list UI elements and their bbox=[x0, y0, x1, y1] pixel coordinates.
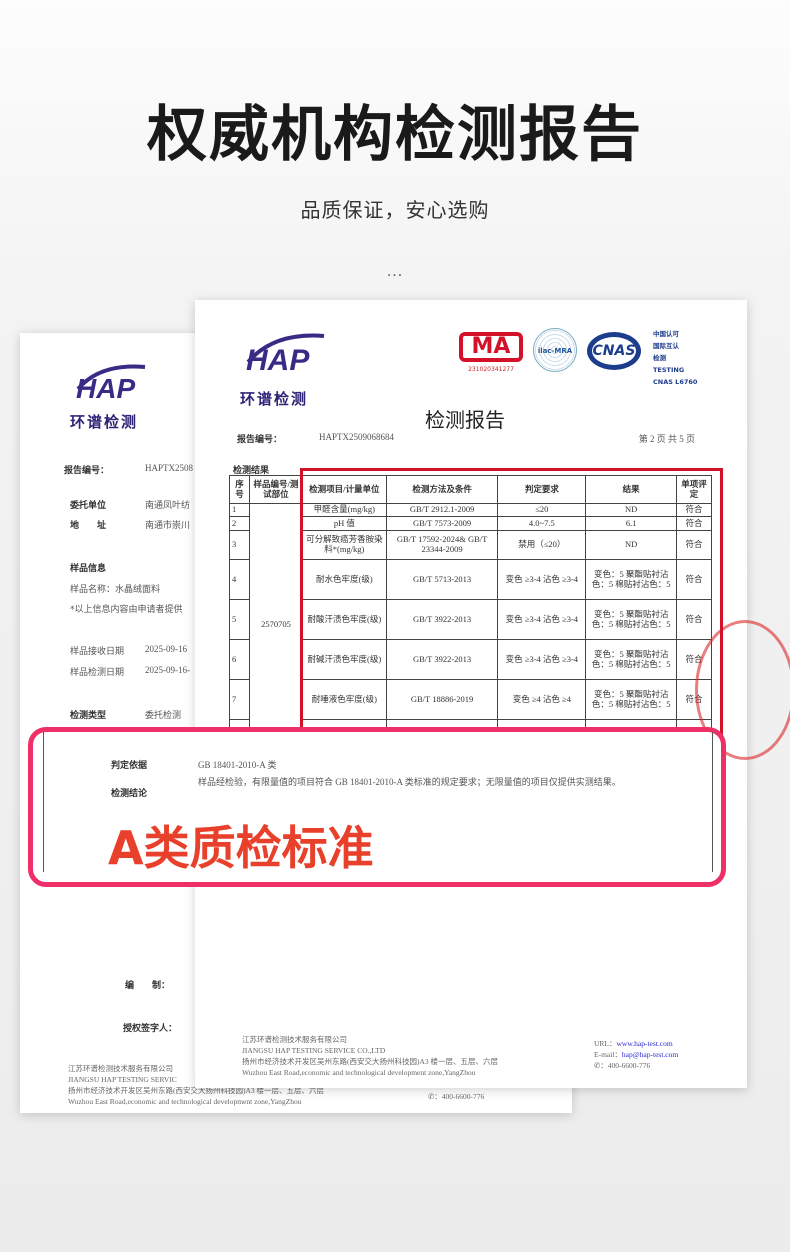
cell-verdict: 符合 bbox=[676, 530, 712, 560]
field-label: 报告编号： bbox=[64, 466, 110, 476]
signer-label: 授权签字人： bbox=[123, 1024, 178, 1034]
table-row: 6 耐碱汗渍色牢度(级) GB/T 3922-2013 变色 ≥3-4 沾色 ≥3-4… bbox=[229, 639, 712, 680]
section-title: 检测结果 bbox=[233, 466, 270, 476]
cell-no: 2 bbox=[229, 516, 250, 531]
cell-no: 1 bbox=[229, 503, 250, 517]
logo-swoosh-icon bbox=[246, 333, 325, 364]
table-header-row: 序号 样品编号/测试部位 检测项目/计量单位 检测方法及条件 判定要求 结果 单项评定 bbox=[229, 475, 712, 504]
table-row: 4 耐水色牢度(级) GB/T 5713-2013 变色 ≥3-4 沾色 ≥3-4 变色… bbox=[229, 559, 712, 600]
cell-verdict: 符合 bbox=[676, 559, 712, 600]
field-value: 委托检测 bbox=[145, 710, 182, 720]
cell-req: 变色 ≥3-4 沾色 ≥3-4 bbox=[497, 559, 587, 600]
cell-result: 变色：5 聚酯贴衬沾色：5 棉贴衬沾色：5 bbox=[585, 679, 678, 720]
cell-no: 4 bbox=[229, 559, 250, 600]
report-no: HAPTX2509068684 bbox=[319, 432, 395, 442]
cell-no: 3 bbox=[229, 530, 250, 560]
cnas-text: 中国认可 国际互认 检测 TESTING CNAS L6760 bbox=[653, 330, 698, 386]
field-value: 南通市崇川 bbox=[145, 520, 191, 530]
red-seal-stamp bbox=[695, 620, 790, 760]
field-label: *以上信息内容由申请者提供 bbox=[70, 605, 183, 615]
cell-item: 耐水色牢度(级) bbox=[301, 559, 387, 600]
ilac-mra-logo: ilac-MRA bbox=[533, 328, 577, 372]
cnas-logo: CNAS bbox=[587, 332, 641, 370]
table-row: 5 耐酸汗渍色牢度(级) GB/T 3922-2013 变色 ≥3-4 沾色 ≥3-4… bbox=[229, 599, 712, 640]
cma-logo: MA bbox=[459, 332, 523, 362]
cma-number: 231020341277 bbox=[468, 366, 514, 373]
column-header: 检测项目/计量单位 bbox=[301, 475, 387, 504]
field-value: 南通凤叶纺 bbox=[145, 500, 191, 510]
column-header: 序号 bbox=[229, 475, 250, 504]
column-header: 样品编号/测试部位 bbox=[248, 475, 303, 504]
field-value: HAPTX2508 bbox=[145, 463, 194, 473]
field-value: 2025-09-16 bbox=[145, 644, 187, 654]
front-report-page: HAP 环谱检测 MA 231020341277 ilac-MRA CNAS 中… bbox=[123, 300, 790, 1088]
page-subtitle: 品质保证，安心选购 bbox=[300, 198, 490, 222]
cell-item: 可分解致癌芳香胺染料*(mg/kg) bbox=[301, 530, 387, 560]
cell-item: 耐唾液色牢度(级) bbox=[301, 679, 387, 720]
cell-item: 耐碱汗渍色牢度(级) bbox=[301, 639, 387, 680]
basis-value: GB 18401-2010-A 类 bbox=[198, 760, 277, 770]
field-label: 委托单位 bbox=[70, 501, 107, 511]
back-footer: 江苏环谱检测技术服务有限公司 JIANGSU HAP TESTING SERVI… bbox=[68, 1064, 325, 1106]
editor-label: 编 制： bbox=[125, 981, 171, 991]
cell-result: 变色：5 聚酯贴衬沾色：5 棉贴衬沾色：5 bbox=[585, 599, 678, 640]
field-label: 样品信息 bbox=[70, 564, 107, 574]
cell-method: GB/T 18886-2019 bbox=[385, 679, 499, 720]
cell-result: 变色：5 聚酯贴衬沾色：5 棉贴衬沾色：5 bbox=[585, 639, 678, 680]
page-title: 权威机构检测报告 bbox=[147, 100, 643, 170]
back-tel: ✆：400-6600-776 bbox=[428, 1092, 485, 1101]
phone-icon: ✆ bbox=[594, 1061, 601, 1070]
dots-divider: ... bbox=[386, 264, 404, 280]
cell-method: GB/T 3922-2013 bbox=[385, 599, 499, 640]
report-no-label: 报告编号： bbox=[237, 435, 283, 445]
contact-info: URL：www.hap-test.com E-mail：hap@hap-test… bbox=[594, 1039, 679, 1070]
website-link[interactable]: www.hap-test.com bbox=[616, 1039, 673, 1048]
doc-edge bbox=[43, 732, 713, 872]
cell-no: 5 bbox=[229, 599, 250, 640]
basis-label: 判定依据 bbox=[111, 761, 148, 771]
logo-swoosh-icon bbox=[76, 364, 146, 391]
cell-no: 6 bbox=[229, 639, 250, 680]
conclusion-text: 样品经检验，有限量值的项目符合 GB 18401-2010-A 类标准的规定要求… bbox=[198, 777, 621, 787]
document-title: 检测报告 bbox=[425, 408, 505, 432]
field-label: 样品接收日期 bbox=[70, 647, 125, 657]
a-class-standard-label: A类质检标准 bbox=[108, 821, 374, 875]
table-row: 1 2570705 甲醛含量(mg/kg) GB/T 2912.1-2009 ≤20 ND… bbox=[229, 503, 712, 746]
email-link[interactable]: hap@hap-test.com bbox=[621, 1050, 679, 1059]
cell-req: 变色 ≥4 沾色 ≥4 bbox=[497, 679, 587, 720]
cell-method: GB/T 3922-2013 bbox=[385, 639, 499, 680]
field-label: 检测类型 bbox=[70, 711, 107, 721]
sample-no-cell: 2570705 bbox=[248, 503, 303, 746]
cell-req: 禁用（≤20） bbox=[497, 530, 587, 560]
field-label: 样品检测日期 bbox=[70, 668, 125, 678]
page-info: 第 2 页 共 5 页 bbox=[638, 434, 695, 444]
field-label: 样品名称：水晶绒面料 bbox=[70, 585, 161, 595]
cell-item: 耐酸汗渍色牢度(级) bbox=[301, 599, 387, 640]
field-value: 2025-09-16- bbox=[145, 665, 190, 675]
field-label: 地 址 bbox=[70, 521, 107, 531]
table-highlight-box bbox=[300, 468, 723, 746]
front-footer: 江苏环谱检测技术服务有限公司 JIANGSU HAP TESTING SERVI… bbox=[242, 1035, 499, 1077]
conclusion-label: 检测结论 bbox=[111, 789, 148, 799]
cell-result: 变色：5 聚酯贴衬沾色：5 棉贴衬沾色：5 bbox=[585, 559, 678, 600]
cell-no: 7 bbox=[229, 679, 250, 720]
cell-method: GB/T 17592-2024& GB/T 23344-2009 bbox=[385, 530, 499, 560]
conclusion-highlight-box: 判定依据 GB 18401-2010-A 类 检测结论 样品经检验，有限量值的项… bbox=[28, 727, 726, 887]
